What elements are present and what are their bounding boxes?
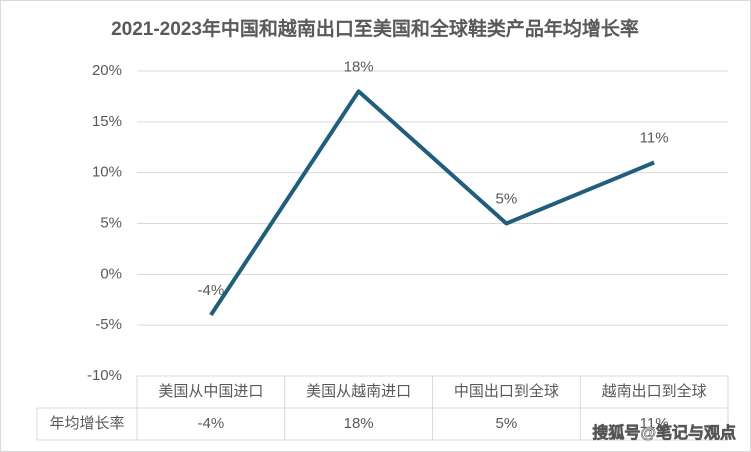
series-line (209, 89, 655, 317)
table-series-name: 年均增长率 (49, 415, 124, 432)
x-tick-label: 中国出口到全球 (454, 382, 559, 400)
y-tick-label: 5% (100, 214, 122, 231)
x-tick-label: 美国从越南进口 (306, 383, 411, 400)
table-value: 11% (640, 415, 669, 432)
chart-title: 2021-2023年中国和越南出口至美国和全球鞋类产品年均增长率 (111, 17, 639, 40)
table-value: 5% (496, 415, 518, 432)
watermark: 搜狐号@笔记与观点 (592, 423, 736, 442)
data-label: 11% (640, 129, 669, 146)
data-label: 18% (344, 58, 374, 75)
y-tick-label: 0% (100, 265, 122, 282)
table-value: -4% (198, 415, 225, 432)
y-tick-label: 20% (92, 62, 122, 79)
y-tick-label: 10% (92, 164, 122, 181)
table-value: 18% (344, 415, 374, 432)
data-label: -4% (198, 282, 225, 299)
x-tick-label: 越南出口到全球 (602, 382, 707, 400)
y-tick-label: -5% (95, 316, 122, 333)
y-tick-label: 15% (92, 113, 122, 130)
y-tick-label: -10% (87, 367, 122, 384)
x-tick-label: 美国从中国进口 (158, 383, 263, 400)
data-label: 5% (496, 190, 518, 207)
